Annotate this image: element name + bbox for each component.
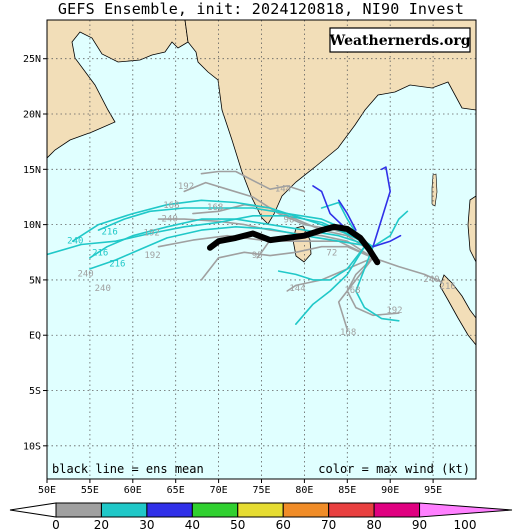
forecast-hour-label: 168 (344, 286, 360, 296)
lon-label: 70E (210, 485, 228, 496)
lat-label: 15N (23, 165, 41, 176)
colorbar-segment (328, 502, 375, 518)
forecast-hour-label: 192 (178, 182, 194, 192)
forecast-hour-label: 168 (163, 201, 179, 211)
lon-label: 80E (295, 485, 313, 496)
lon-label: 55E (81, 485, 99, 496)
colorbar-over-arrow (419, 502, 513, 518)
lon-label: 95E (424, 485, 442, 496)
ensemble-mean-track (207, 223, 381, 266)
colorbar-label: 70 (321, 518, 336, 531)
land-arabia-africa (47, 20, 189, 159)
colorbar-label: 100 (454, 518, 477, 531)
lon-label: 60E (124, 485, 142, 496)
forecast-hour-label: 168 (340, 328, 356, 338)
member-track (337, 199, 357, 231)
forecast-hour-label: 192 (144, 229, 160, 239)
forecast-hour-label: 95 (252, 251, 263, 261)
member-track (355, 245, 400, 322)
lat-label: 10S (23, 441, 41, 452)
forecast-hour-label: 216 (92, 249, 108, 259)
forecast-hour-label: 192 (386, 306, 402, 316)
forecast-hour-label: 144 (289, 284, 305, 294)
colorbar-label: 90 (412, 518, 427, 531)
forecast-hour-label: 144 (275, 184, 291, 194)
longitude-labels: 50E 55E 60E 65E 70E 75E 80E 85E 90E 95E (38, 479, 442, 496)
colorbar-label: 30 (139, 518, 154, 531)
lon-label: 65E (167, 485, 185, 496)
forecast-hour-label: 240 (67, 236, 83, 246)
colorbar-segment (282, 502, 330, 518)
member-track (89, 226, 374, 270)
forecast-hour-label: 168 (207, 203, 223, 213)
forecast-hour-label: 216 (440, 282, 456, 292)
lat-label: 25N (23, 54, 41, 65)
footer-left-note: black line = ens mean (52, 462, 204, 476)
colorbar-segment (146, 502, 193, 518)
forecast-hour-label: 240 (423, 275, 439, 285)
colorbar-segment (100, 502, 148, 518)
forecast-hour-label: 96 (284, 215, 295, 225)
forecast-hour-label: 192 (144, 251, 160, 261)
member-track (295, 245, 366, 325)
member-track (200, 170, 306, 193)
forecast-hour-label: 72 (326, 249, 337, 259)
ensemble-tracks (47, 166, 443, 331)
forecast-hour-label: 216 (109, 260, 125, 270)
lon-label: 90E (381, 485, 399, 496)
colorbar-label: 40 (185, 518, 200, 531)
land-india (184, 20, 476, 225)
member-track (71, 199, 374, 248)
lon-label: 85E (338, 485, 356, 496)
colorbar-label: 60 (276, 518, 291, 531)
latitude-labels: 25N 20N 15N 10N 5N EQ 5S 10S (23, 54, 47, 452)
forecast-hour-label: 240 (77, 270, 93, 280)
land-malay (467, 195, 476, 263)
colorbar-segment (373, 502, 421, 518)
brand-box (329, 27, 471, 53)
map-title: GEFS Ensemble, init: 2024120818, NI90 In… (57, 0, 465, 18)
forecast-hour-label: 240 (95, 284, 111, 294)
colorbar-segment (55, 502, 102, 518)
lat-label: 5N (29, 275, 41, 286)
wind-colorbar: 0 20 30 40 50 60 70 80 90 100 (9, 502, 513, 531)
member-track (200, 245, 374, 281)
member-track (372, 234, 402, 248)
member-track (372, 210, 409, 248)
brand-label: Weathernerds.org (329, 33, 471, 49)
colorbar-segment (237, 502, 284, 518)
forecast-hour-label: 240 (162, 214, 178, 224)
lat-label: EQ (29, 331, 41, 342)
colorbar-label: 80 (366, 518, 381, 531)
member-track (372, 257, 443, 283)
lat-label: 5S (29, 386, 41, 397)
member-track (372, 166, 391, 248)
member-track (312, 185, 349, 231)
member-track (277, 245, 366, 281)
land-sumatra (439, 274, 476, 346)
colorbar-label: 0 (52, 518, 60, 531)
footer-right-note: color = max wind (kt) (318, 462, 470, 476)
colorbar-under-arrow (9, 502, 57, 518)
colorbar-segment (191, 502, 239, 518)
colorbar-label: 50 (230, 518, 245, 531)
colorbar-label: 20 (94, 518, 109, 531)
graticule (47, 20, 476, 479)
lat-label: 10N (23, 220, 41, 231)
lon-label: 75E (252, 485, 270, 496)
lat-label: 20N (23, 110, 41, 121)
forecast-hour-label: 216 (102, 228, 118, 238)
lon-label: 50E (38, 485, 56, 496)
